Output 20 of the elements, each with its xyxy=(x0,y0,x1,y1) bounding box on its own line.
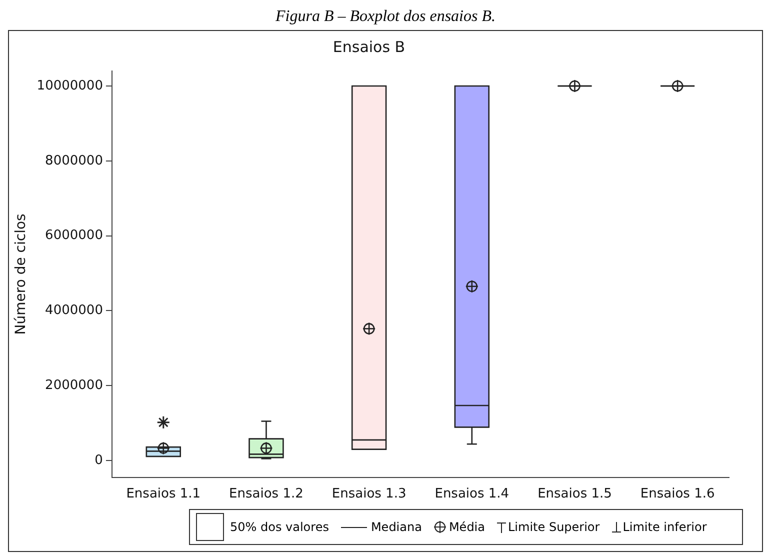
text: Figura B – Boxplot dos ensaios B. xyxy=(8,8,763,31)
x-tick-label: Ensaios 1.5 xyxy=(538,486,612,502)
y-tick-label: 4000000 xyxy=(45,303,103,318)
y-axis-title: Número de ciclos xyxy=(13,214,30,335)
text: Limite inferior xyxy=(622,520,707,534)
y-tick-label: 10000000 xyxy=(36,78,103,94)
x-tick-label: Ensaios 1.1 xyxy=(126,486,201,502)
chart-title: Ensaios B xyxy=(332,38,406,56)
text: 50% dos valores xyxy=(230,520,329,534)
y-tick-label: 2000000 xyxy=(45,378,103,394)
x-tick-label: Ensaios 1.2 xyxy=(229,486,304,502)
x-tick-label: Ensaios 1.4 xyxy=(434,486,510,502)
text: Média xyxy=(448,520,485,534)
x-tick-label: Ensaios 1.3 xyxy=(332,486,406,502)
y-tick-label: 8000000 xyxy=(45,153,103,168)
text: Mediana xyxy=(370,520,422,534)
y-tick-label: 6000000 xyxy=(45,228,103,244)
y-tick-label: 0 xyxy=(94,452,103,468)
x-tick-label: Ensaios 1.6 xyxy=(640,486,715,502)
text: Limite Superior xyxy=(508,520,600,534)
